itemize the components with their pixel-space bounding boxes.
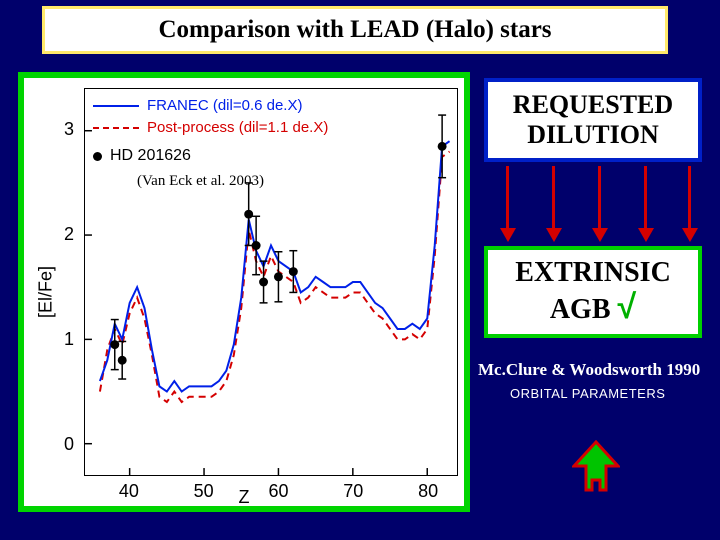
y-tick: 2: [54, 224, 74, 245]
x-tick: 40: [119, 481, 139, 502]
legend-hd: HD 201626: [93, 147, 191, 165]
ref-mcclure: Mc.Clure & Woodsworth 1990: [478, 360, 700, 380]
plot-area: [El/Fe] Z FRANEC (dil=0.6 de.X) Post-pro…: [24, 78, 464, 506]
legend-label-franec: FRANEC (dil=0.6 de.X): [147, 97, 302, 114]
dot-icon: [93, 152, 102, 161]
ext-line1: EXTRINSIC: [515, 257, 671, 288]
x-tick: 70: [343, 481, 363, 502]
up-arrow-icon: [572, 440, 620, 500]
x-tick: 50: [194, 481, 214, 502]
x-tick: 60: [268, 481, 288, 502]
arrow-down-icon: [644, 166, 647, 230]
ext-text: EXTRINSIC AGB √: [515, 258, 671, 326]
ref-orbital: ORBITAL PARAMETERS: [510, 386, 665, 401]
arrow-head-icon: [546, 228, 562, 242]
arrow-down-icon: [598, 166, 601, 230]
legend-color-post: [93, 127, 139, 129]
ext-line2-pre: AGB: [550, 294, 618, 325]
arrow-head-icon: [638, 228, 654, 242]
x-tick: 80: [418, 481, 438, 502]
arrow-down-icon: [506, 166, 509, 230]
page-title: Comparison with LEAD (Halo) stars: [158, 16, 551, 44]
legend-label-hd: HD 201626: [110, 147, 191, 165]
req-line2: DILUTION: [527, 120, 658, 150]
box-extrinsic-agb: EXTRINSIC AGB √: [484, 246, 702, 338]
legend-franec: FRANEC (dil=0.6 de.X): [93, 97, 302, 114]
arrow-down-icon: [552, 166, 555, 230]
plot-box: FRANEC (dil=0.6 de.X) Post-process (dil=…: [84, 88, 458, 476]
title-bar: Comparison with LEAD (Halo) stars: [42, 6, 668, 54]
chart-container: [El/Fe] Z FRANEC (dil=0.6 de.X) Post-pro…: [18, 72, 470, 512]
arrow-down-icon: [688, 166, 691, 230]
citation-text: (Van Eck et al. 2003): [137, 173, 264, 190]
y-tick: 3: [54, 119, 74, 140]
x-axis-label: Z: [239, 487, 250, 508]
arrow-head-icon: [500, 228, 516, 242]
check-icon: √: [618, 288, 637, 326]
req-line1: REQUESTED: [513, 90, 673, 120]
legend-post: Post-process (dil=1.1 de.X): [93, 119, 328, 136]
y-axis-label: [El/Fe]: [36, 266, 57, 318]
y-tick: 0: [54, 434, 74, 455]
legend-color-franec: [93, 105, 139, 107]
arrow-head-icon: [682, 228, 698, 242]
y-tick: 1: [54, 329, 74, 350]
legend-label-post: Post-process (dil=1.1 de.X): [147, 119, 328, 136]
box-requested-dilution: REQUESTED DILUTION: [484, 78, 702, 162]
arrow-head-icon: [592, 228, 608, 242]
